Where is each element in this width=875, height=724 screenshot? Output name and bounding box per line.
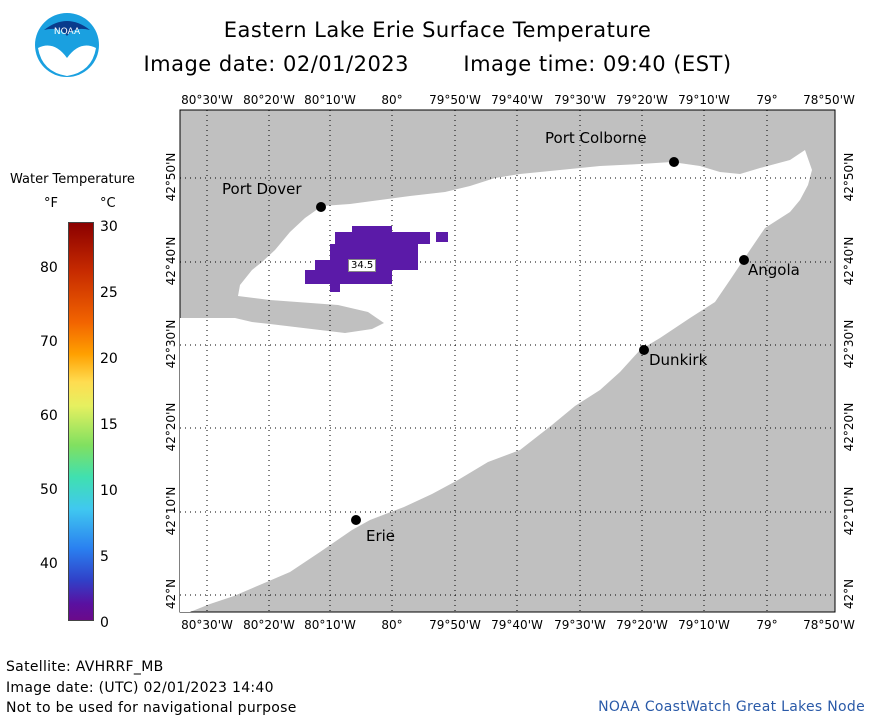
lon-tick-bot: 80°20'W — [243, 618, 295, 632]
image-time: Image time: 09:40 (EST) — [463, 52, 732, 76]
lat-tick-left: 42°20'N — [164, 402, 178, 452]
lon-tick-top: 80°20'W — [243, 93, 295, 107]
lat-tick-right: 42°10'N — [842, 486, 856, 536]
footer-credit: NOAA CoastWatch Great Lakes Node — [598, 699, 865, 715]
footer-satellite: Satellite: AVHRRF_MB — [6, 659, 164, 675]
temperature-patch-island — [436, 232, 448, 242]
lon-tick-top: 78°50'W — [803, 93, 855, 107]
lon-tick-top: 79°10'W — [678, 93, 730, 107]
lon-tick-bot: 80° — [381, 618, 403, 632]
legend-f-value: 50 — [40, 482, 58, 498]
footer-warning: Not to be used for navigational purpose — [6, 700, 297, 716]
legend-title: Water Temperature — [10, 172, 135, 187]
legend-c-value: 25 — [100, 285, 118, 301]
lon-tick-top: 80° — [381, 93, 403, 107]
legend-f-value: 80 — [40, 260, 58, 276]
noaa-logo: NOAA — [35, 13, 99, 77]
lon-tick-top: 79°40'W — [491, 93, 543, 107]
lat-tick-right: 42°40'N — [842, 236, 856, 286]
legend-f-value: 70 — [40, 334, 58, 350]
lon-tick-top: 79°20'W — [616, 93, 668, 107]
legend-c-value: 5 — [100, 549, 109, 565]
lon-tick-top: 79°50'W — [429, 93, 481, 107]
lon-tick-bot: 80°10'W — [304, 618, 356, 632]
lon-tick-bot: 79° — [756, 618, 778, 632]
lon-tick-bot: 80°30'W — [181, 618, 233, 632]
footer-utc-date: Image date: (UTC) 02/01/2023 14:40 — [6, 680, 274, 696]
lat-tick-left: 42°N — [164, 578, 178, 610]
lat-tick-right: 42°N — [842, 578, 856, 610]
city-erie: Erie — [366, 527, 396, 545]
lon-tick-top: 79° — [756, 93, 778, 107]
legend-c-value: 10 — [100, 483, 118, 499]
lon-tick-top: 80°30'W — [181, 93, 233, 107]
lat-tick-right: 42°50'N — [842, 152, 856, 202]
lon-tick-bot: 78°50'W — [803, 618, 855, 632]
lon-tick-bot: 79°50'W — [429, 618, 481, 632]
lon-tick-bot: 79°10'W — [678, 618, 730, 632]
lon-tick-bot: 79°40'W — [491, 618, 543, 632]
legend-c-value: 15 — [100, 417, 118, 433]
unit-celsius: °C — [100, 196, 116, 211]
image-date: Image date: 02/01/2023 — [143, 52, 410, 76]
map-title: Eastern Lake Erie Surface Temperature — [223, 18, 652, 42]
legend-c-value: 20 — [100, 351, 118, 367]
lon-tick-top: 79°30'W — [554, 93, 606, 107]
city-angola: Angola — [748, 261, 800, 279]
lat-tick-left: 42°30'N — [164, 319, 178, 369]
legend-c-value: 0 — [100, 615, 109, 631]
legend-f-value: 60 — [40, 408, 58, 424]
lat-tick-left: 42°10'N — [164, 486, 178, 536]
city-dunkirk: Dunkirk — [649, 351, 708, 369]
lon-tick-top: 80°10'W — [304, 93, 356, 107]
lat-tick-right: 42°20'N — [842, 402, 856, 452]
angola-dot — [739, 255, 749, 265]
logo-text: NOAA — [54, 27, 81, 37]
lon-tick-bot: 79°20'W — [616, 618, 668, 632]
port-colborne-dot — [669, 157, 679, 167]
lat-tick-left: 42°40'N — [164, 236, 178, 286]
legend-c-value: 30 — [100, 219, 118, 235]
temperature-colorbar — [68, 222, 94, 621]
unit-fahrenheit: °F — [44, 196, 58, 211]
graticule — [180, 110, 835, 612]
port-dover-dot — [316, 202, 326, 212]
dunkirk-dot — [639, 345, 649, 355]
temperature-label: 34.5 — [348, 259, 377, 272]
lon-tick-bot: 79°30'W — [554, 618, 606, 632]
lat-tick-right: 42°30'N — [842, 319, 856, 369]
legend-f-value: 40 — [40, 556, 58, 572]
lat-tick-left: 42°50'N — [164, 152, 178, 202]
city-port-dover: Port Dover — [222, 180, 302, 198]
erie-dot — [351, 515, 361, 525]
city-port-colborne: Port Colborne — [545, 129, 647, 147]
